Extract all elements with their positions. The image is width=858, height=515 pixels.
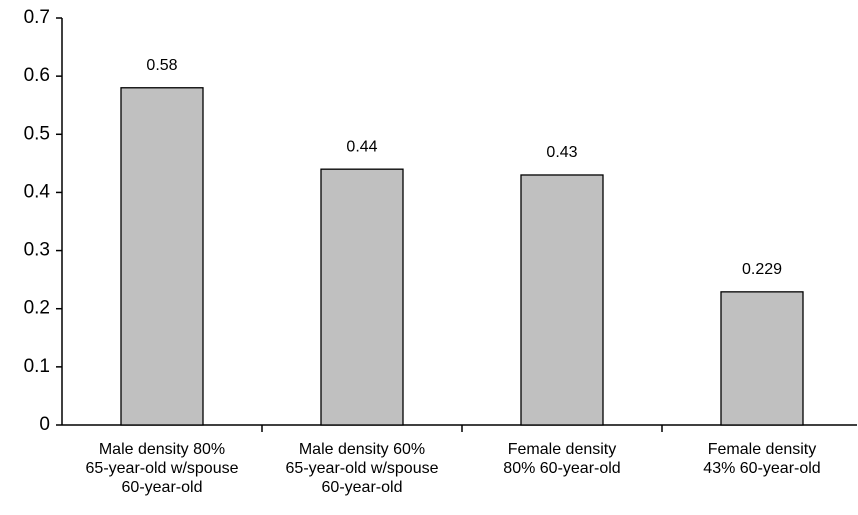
x-tick-label: Male density 80% 65-year-old w/spouse 60… xyxy=(85,441,239,496)
y-tick-label: 0.5 xyxy=(24,123,50,144)
bar xyxy=(120,87,204,426)
y-tick-label: 0.2 xyxy=(24,298,50,319)
y-tick-label: 0 xyxy=(39,414,50,435)
y-tick-label: 0.4 xyxy=(24,181,51,202)
bar xyxy=(720,291,804,426)
y-tick-label: 0.6 xyxy=(24,65,50,86)
value-label: 0.44 xyxy=(346,138,377,155)
x-tick-label: Male density 60% 65-year-old w/spouse 60… xyxy=(285,441,439,496)
y-tick-label: 0.1 xyxy=(24,356,50,377)
bar xyxy=(320,168,404,426)
value-label: 0.43 xyxy=(546,144,577,161)
bar xyxy=(520,174,604,426)
value-label: 0.229 xyxy=(742,261,782,278)
x-tick-label: Female density 43% 60-year-old xyxy=(703,441,821,477)
value-label: 0.58 xyxy=(146,57,177,74)
y-tick-label: 0.3 xyxy=(24,240,50,261)
x-tick-label: Female density 80% 60-year-old xyxy=(503,441,621,477)
y-tick-label: 0.7 xyxy=(24,7,50,28)
